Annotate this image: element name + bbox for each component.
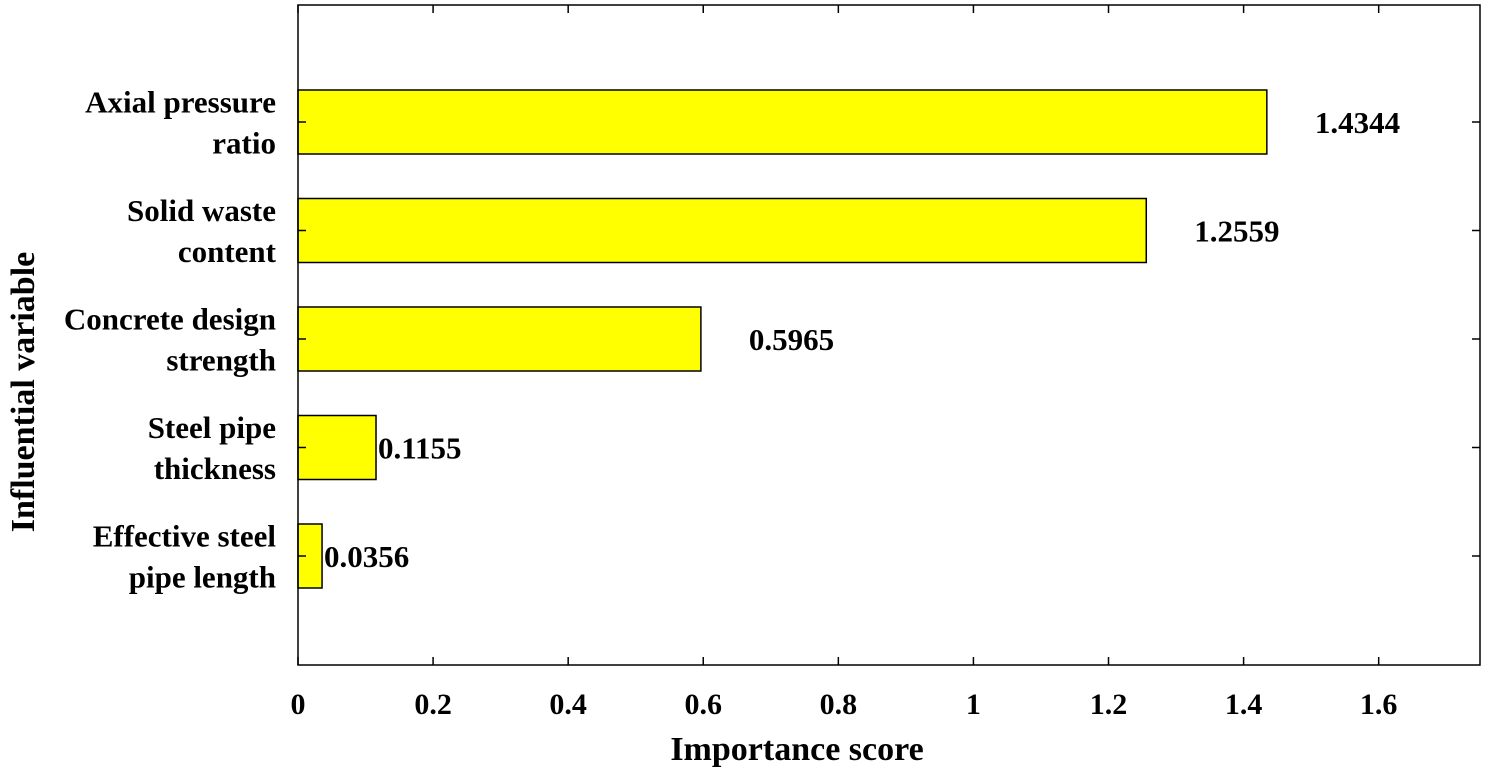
category-label: Effective steel pipe length [93, 519, 277, 595]
x-tick-label: 1 [966, 688, 981, 721]
category-label: Steel pipe thickness [148, 410, 276, 486]
category-label: Solid waste content [127, 193, 277, 269]
category-label-line: Steel pipe [148, 410, 276, 445]
category-label-line: Solid waste [127, 193, 276, 228]
bar [297, 414, 377, 481]
bar-value-label: 0.1155 [378, 431, 462, 466]
x-tick-label: 1.2 [1090, 688, 1128, 721]
category-label-line: Effective steel [93, 519, 277, 554]
x-tick-label: 0.6 [685, 688, 723, 721]
category-label-line: content [178, 234, 277, 269]
y-axis-title: Influential variable [5, 252, 42, 533]
category-label-line: Axial pressure [85, 85, 276, 120]
bar-value-label: 1.4344 [1315, 105, 1400, 140]
x-tick-label: 0.2 [414, 688, 452, 721]
x-tick-label: 0 [291, 688, 306, 721]
x-tick-label: 0.4 [549, 688, 587, 721]
bar-value-label: 0.5965 [749, 322, 834, 357]
x-axis-title: Importance score [670, 731, 923, 768]
bars-layer [297, 89, 1268, 589]
bar [297, 89, 1268, 155]
bar [297, 306, 702, 372]
x-tick-label: 1.4 [1225, 688, 1263, 721]
category-labels-layer: Axial pressure ratio Solid waste content Con… [64, 85, 277, 595]
bar [297, 197, 1148, 264]
category-label-line: ratio [212, 126, 276, 161]
category-label-line: thickness [154, 451, 276, 486]
x-tick-label: 1.6 [1360, 688, 1398, 721]
ticks-layer [297, 5, 1480, 665]
category-label-line: strength [166, 343, 276, 378]
bar-value-label: 0.0356 [324, 539, 409, 574]
category-label: Axial pressure ratio [85, 85, 276, 161]
x-tick-labels-layer: 0 0.2 0.4 0.6 0.8 1 1.2 1.4 1.6 [291, 688, 1398, 721]
category-label: Concrete design strength [64, 302, 276, 378]
category-label-line: pipe length [129, 560, 276, 595]
x-tick-label: 0.8 [820, 688, 858, 721]
value-labels-layer: 1.4344 1.2559 0.5965 0.1155 0.0356 [324, 105, 1400, 574]
plot-frame [297, 4, 1481, 666]
bar-value-label: 1.2559 [1194, 214, 1279, 249]
category-label-line: Concrete design [64, 302, 276, 337]
